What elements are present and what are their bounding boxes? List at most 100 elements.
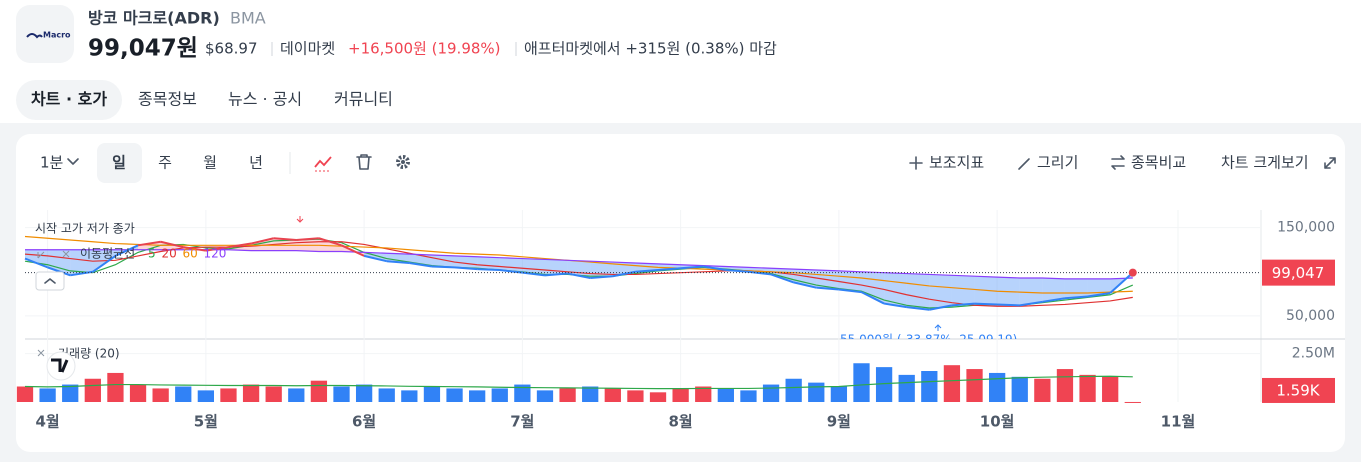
price-line — [454, 266, 478, 271]
interval-select[interactable]: 1분 — [40, 154, 64, 172]
session: 데이마켓 — [280, 40, 335, 58]
logo-icon — [26, 33, 43, 39]
volume-bar — [740, 390, 757, 402]
volume-bar — [197, 390, 215, 402]
volume-ma-line — [24, 375, 1133, 390]
legend-title: 이동평균선 — [80, 247, 135, 261]
price: 99,047원 — [88, 36, 198, 62]
volume-bar — [491, 388, 508, 402]
area-fill — [386, 253, 410, 263]
volume-bar — [853, 363, 870, 402]
price-line — [296, 237, 319, 242]
chevron — [67, 158, 79, 165]
price-line — [748, 270, 772, 276]
price-line — [1042, 297, 1066, 303]
logo-box — [16, 5, 74, 63]
action[interactable]: 종목비교 — [1131, 154, 1186, 172]
collapse-button[interactable] — [35, 271, 65, 291]
price-line — [590, 275, 613, 279]
price-line — [47, 266, 71, 277]
compare-icon — [1111, 155, 1125, 170]
area-fill — [929, 274, 952, 310]
volume-bar — [378, 388, 395, 402]
volume-bar — [830, 386, 848, 402]
action[interactable]: 보조지표 — [929, 154, 984, 172]
area-fill — [522, 258, 545, 276]
volume-bar — [988, 372, 1006, 402]
chart-type-icon[interactable] — [314, 156, 332, 168]
price-line — [363, 254, 387, 263]
tab[interactable]: 커뮤니티 — [334, 90, 393, 109]
volume-bar — [1056, 369, 1074, 402]
change: +16,500원 (19.98%) — [348, 40, 501, 58]
period[interactable]: 월 — [203, 154, 217, 172]
period[interactable]: 주 — [158, 154, 172, 172]
plot: 4월 5월 6월 7월 8월 9월 10월 11월 150,000 50,000 2.50M 99,0… — [16, 210, 1335, 431]
volume-bar — [943, 365, 961, 402]
volume-bar — [355, 384, 373, 402]
legend-entry: 120 — [204, 247, 227, 261]
price-line — [725, 269, 749, 273]
volume-bar — [875, 367, 893, 402]
volume-bar — [265, 386, 282, 402]
low-annotation: 55,000원 (-33.87%, 25.09.19) — [840, 333, 1017, 347]
x-tick-label: 9월 — [827, 413, 851, 431]
price-line — [24, 257, 48, 269]
area-fill — [431, 255, 455, 268]
volume-bar — [84, 378, 101, 402]
ohlc-label: 시작 고가 저가 종가 — [35, 222, 135, 236]
tradingview-logo — [51, 358, 69, 373]
price-line — [160, 240, 184, 249]
close-icon — [62, 250, 70, 258]
area-fill — [1042, 277, 1065, 302]
volume-bar — [785, 378, 802, 402]
price-line — [183, 246, 207, 252]
price-line — [431, 265, 455, 269]
x-tick-label: 8월 — [669, 413, 693, 431]
price-line — [273, 237, 297, 242]
after-market: 애프터마켓에서 +315원 (0.38%) 마감 — [524, 40, 777, 58]
period[interactable]: 일 — [112, 154, 126, 172]
price-line — [929, 304, 953, 311]
price-line — [544, 272, 568, 277]
price-line — [861, 291, 885, 305]
price-line — [409, 261, 433, 268]
volume-bar — [514, 384, 531, 402]
volume-bar — [559, 388, 576, 402]
volume-bar — [107, 372, 124, 402]
price-line — [816, 286, 839, 291]
volume-bar — [672, 388, 689, 402]
price-line — [250, 237, 274, 245]
volume-bar — [446, 388, 463, 402]
collapse-icon — [44, 278, 56, 284]
trash-icon[interactable] — [356, 154, 372, 170]
action[interactable]: 그리기 — [1037, 154, 1078, 172]
volume-bar — [536, 390, 554, 402]
draw-icon — [1018, 158, 1030, 170]
price-line — [137, 240, 161, 247]
period[interactable]: 년 — [249, 154, 263, 172]
volume-bar — [582, 386, 599, 402]
volume-bar — [921, 371, 938, 402]
tab[interactable]: 차트 · 호가 — [31, 90, 107, 109]
area-fill — [70, 249, 93, 276]
area-fill — [251, 238, 274, 251]
action[interactable]: 차트 크게보기 — [1221, 154, 1309, 172]
area-fill — [273, 238, 297, 251]
x-tick-label: 6월 — [352, 413, 376, 431]
price-line — [386, 260, 410, 264]
close-icon — [37, 349, 45, 357]
price-line — [567, 272, 591, 279]
area-fill — [454, 255, 478, 270]
price-line — [793, 281, 817, 289]
volume-bar — [129, 384, 147, 402]
settings-icon[interactable] — [396, 155, 410, 169]
active-period-bg — [97, 143, 142, 183]
area-fill — [499, 257, 523, 273]
price-line — [70, 270, 93, 277]
logo-text: Macro — [43, 31, 71, 40]
volume-bar — [288, 388, 305, 402]
tab[interactable]: 뉴스 · 공시 — [228, 90, 302, 109]
tab[interactable]: 종목정보 — [138, 90, 197, 109]
